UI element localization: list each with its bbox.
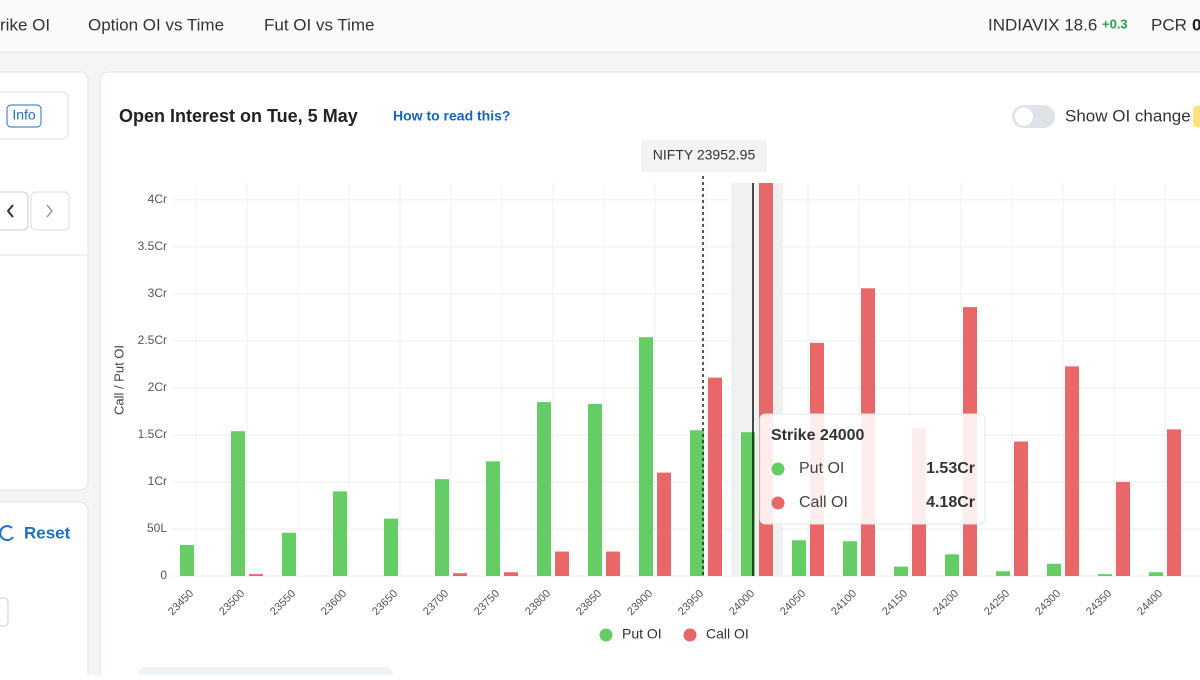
y-tick-label: 1Cr bbox=[148, 474, 167, 488]
bar bbox=[486, 461, 500, 576]
bar bbox=[1047, 563, 1061, 576]
tooltip-name: Put OI bbox=[799, 460, 844, 477]
y-tick-label: 1.5Cr bbox=[138, 427, 167, 441]
legend-swatch bbox=[683, 628, 697, 642]
y-tick-label: 4Cr bbox=[148, 192, 167, 206]
nav-tab[interactable]: rike OI bbox=[0, 15, 50, 34]
bar bbox=[588, 403, 602, 576]
toggle-label[interactable]: Show OI change bbox=[1065, 106, 1191, 125]
toggle-knob bbox=[1015, 107, 1033, 126]
chart-title: Open Interest on Tue, 5 May bbox=[119, 106, 358, 126]
bar bbox=[1014, 441, 1028, 576]
nav-tab[interactable]: Option OI vs Time bbox=[88, 15, 224, 34]
bar bbox=[453, 573, 467, 576]
bar bbox=[894, 566, 908, 576]
bar bbox=[1065, 366, 1079, 576]
next-icon bbox=[46, 204, 53, 218]
bar bbox=[1167, 429, 1181, 576]
vix-change: +0.3 bbox=[1102, 16, 1128, 31]
bar bbox=[537, 402, 551, 576]
bar bbox=[231, 431, 245, 576]
bar bbox=[504, 572, 518, 576]
bar bbox=[333, 491, 347, 576]
bar bbox=[639, 337, 653, 576]
tooltip-swatch bbox=[771, 462, 785, 476]
y-tick-label: 2.5Cr bbox=[138, 333, 167, 347]
bar bbox=[384, 518, 398, 576]
y-tick-label: 2Cr bbox=[148, 380, 167, 394]
bar bbox=[708, 377, 722, 576]
bar bbox=[435, 479, 449, 576]
info-button[interactable] bbox=[6, 104, 42, 128]
tooltip-value: 1.53Cr bbox=[926, 460, 975, 477]
pcr-value: 0 bbox=[1192, 15, 1200, 34]
bar bbox=[996, 571, 1010, 576]
tooltip-box bbox=[759, 413, 986, 525]
reset-button[interactable]: Reset bbox=[24, 523, 71, 542]
nav-bar bbox=[0, 0, 1200, 52]
bar bbox=[606, 551, 620, 576]
input-box[interactable] bbox=[0, 597, 9, 627]
next-button[interactable] bbox=[30, 191, 70, 231]
y-axis-label: Call / Put OI bbox=[111, 345, 126, 415]
y-tick-label: 0 bbox=[160, 568, 167, 582]
tooltip-value: 4.18Cr bbox=[926, 494, 975, 511]
tooltip-swatch bbox=[771, 496, 785, 510]
prev-icon bbox=[6, 204, 14, 218]
bar bbox=[843, 541, 857, 576]
legend-swatch bbox=[599, 628, 613, 642]
help-link[interactable]: How to read this? bbox=[393, 108, 510, 124]
bar bbox=[792, 540, 806, 576]
bar bbox=[1149, 572, 1163, 576]
vix-label: INDIAVIX 18.6 bbox=[988, 15, 1097, 34]
bar bbox=[1098, 574, 1112, 576]
bar bbox=[180, 544, 194, 576]
spot-label: NIFTY 23952.95 bbox=[653, 147, 756, 163]
nav-tab[interactable]: Fut OI vs Time bbox=[264, 15, 375, 34]
legend-label: Call OI bbox=[706, 626, 749, 642]
bar bbox=[555, 551, 569, 576]
info-text[interactable]: Info bbox=[12, 107, 36, 123]
y-tick-label: 3.5Cr bbox=[138, 239, 167, 253]
tooltip-name: Call OI bbox=[799, 494, 848, 511]
legend-label: Put OI bbox=[622, 626, 662, 642]
bar bbox=[690, 430, 704, 576]
pcr-label: PCR bbox=[1151, 15, 1187, 34]
summary-box bbox=[138, 667, 393, 680]
prev-button[interactable] bbox=[0, 191, 29, 231]
reset-icon bbox=[0, 525, 14, 542]
spot-label-box bbox=[641, 140, 768, 172]
bar bbox=[657, 472, 671, 576]
bar bbox=[1116, 481, 1130, 576]
bar bbox=[945, 554, 959, 576]
bar bbox=[282, 532, 296, 576]
bar bbox=[741, 432, 755, 576]
y-tick-label: 50L bbox=[147, 521, 167, 535]
sidebar-card bbox=[0, 501, 89, 680]
bar bbox=[249, 574, 263, 576]
badge bbox=[1193, 106, 1200, 127]
tooltip-title: Strike 24000 bbox=[771, 427, 865, 444]
y-tick-label: 3Cr bbox=[148, 286, 167, 300]
sidebar-card bbox=[0, 71, 89, 491]
